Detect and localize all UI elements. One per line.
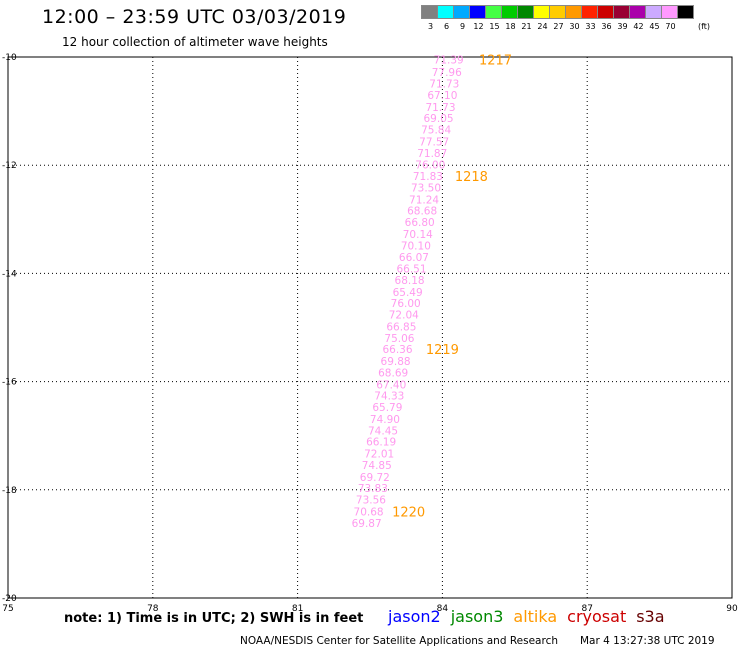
lon-tick-label: 75 xyxy=(2,604,13,614)
wave-height-value: 70.14 xyxy=(403,229,433,241)
wave-height-value: 71.73 xyxy=(425,102,455,114)
satellite-jason3: jason3 xyxy=(450,607,504,626)
credit-text: NOAA/NESDIS Center for Satellite Applica… xyxy=(240,635,558,647)
wave-height-value: 71.87 xyxy=(417,148,447,160)
wave-height-value: 76.00 xyxy=(415,160,445,172)
lat-tick-label: -16 xyxy=(2,378,17,388)
wave-height-value: 68.18 xyxy=(395,275,425,287)
lat-tick-label: -18 xyxy=(2,486,17,496)
wave-height-value: 69.05 xyxy=(424,113,454,125)
wave-height-value: 69.72 xyxy=(360,472,390,484)
lon-tick-label: 81 xyxy=(292,604,303,614)
wave-height-value: 65.79 xyxy=(372,402,402,414)
lat-tick-label: -10 xyxy=(2,53,17,63)
lon-tick-label: 87 xyxy=(581,604,592,614)
wave-height-value: 74.85 xyxy=(362,460,392,472)
wave-height-value: 74.33 xyxy=(374,391,404,403)
legend-label: 12 xyxy=(473,22,484,31)
legend-label: 70 xyxy=(665,22,676,31)
legend-label: 27 xyxy=(553,22,564,31)
wave-height-value: 66.85 xyxy=(386,321,416,333)
satellite-jason2: jason2 xyxy=(388,607,441,626)
wave-height-value: 72.04 xyxy=(389,310,419,322)
wave-height-value: 70.10 xyxy=(401,240,431,252)
legend-label: 42 xyxy=(633,22,644,31)
legend-label: 33 xyxy=(585,22,596,31)
legend-label: 36 xyxy=(601,22,612,31)
page-subtitle: 12 hour collection of altimeter wave hei… xyxy=(62,35,328,49)
lat-tick-label: -20 xyxy=(2,594,17,604)
time-label: 1218 xyxy=(455,170,488,185)
legend-unit: (ft) xyxy=(698,22,711,31)
legend-label: 24 xyxy=(537,22,548,31)
legend-label: 18 xyxy=(505,22,516,31)
wave-height-value: 66.19 xyxy=(366,437,396,449)
time-label: 1220 xyxy=(392,505,425,520)
time-label: 1219 xyxy=(426,343,459,358)
legend-label: 15 xyxy=(489,22,500,31)
wave-height-value: 73.50 xyxy=(411,182,441,194)
legend-label: 6 xyxy=(443,22,450,31)
page-title: 12:00 – 23:59 UTC 03/03/2019 xyxy=(42,6,347,28)
legend-label: 9 xyxy=(459,22,466,31)
wave-height-value: 66.51 xyxy=(396,264,426,276)
satellite-legend: jason2 jason3 altika cryosat s3a xyxy=(388,607,675,626)
wave-height-value: 75.06 xyxy=(384,333,414,345)
wave-height-value: 67.10 xyxy=(427,90,457,102)
satellite-s3a: s3a xyxy=(636,607,665,626)
wave-height-value: 76.00 xyxy=(391,298,421,310)
wave-height-value: 66.80 xyxy=(405,217,435,229)
wave-height-value: 65.49 xyxy=(393,287,423,299)
wave-height-value: 71.83 xyxy=(413,171,443,183)
wave-height-value: 74.45 xyxy=(368,425,398,437)
satellite-cryosat: cryosat xyxy=(567,607,627,626)
wave-height-value: 71.24 xyxy=(409,194,439,206)
wave-height-value: 68.69 xyxy=(378,367,408,379)
legend-swatch xyxy=(677,5,694,19)
lon-tick-label: 78 xyxy=(147,604,159,614)
wave-height-value: 71.39 xyxy=(434,55,464,67)
wave-height-value: 70.68 xyxy=(354,506,384,518)
wave-height-value: 77.96 xyxy=(432,67,462,79)
legend-label: 45 xyxy=(649,22,660,31)
wave-height-value: 69.87 xyxy=(352,518,382,530)
footnote: note: 1) Time is in UTC; 2) SWH is in fe… xyxy=(64,611,364,626)
satellite-altika: altika xyxy=(513,607,558,626)
wave-height-value: 66.07 xyxy=(399,252,429,264)
color-legend xyxy=(421,5,694,19)
wave-height-value: 69.88 xyxy=(381,356,411,368)
wave-height-value: 73.56 xyxy=(356,495,386,507)
wave-height-value: 72.01 xyxy=(364,449,394,461)
legend-label: 3 xyxy=(427,22,434,31)
lon-tick-label: 84 xyxy=(437,604,449,614)
legend-label: 21 xyxy=(521,22,532,31)
legend-label: 30 xyxy=(569,22,580,31)
wave-height-value: 67.40 xyxy=(376,379,406,391)
generated-timestamp: Mar 4 13:27:38 UTC 2019 xyxy=(580,635,715,647)
lon-tick-label: 90 xyxy=(726,604,738,614)
map-frame xyxy=(7,56,733,599)
lat-tick-label: -12 xyxy=(2,161,17,171)
wave-height-value: 75.84 xyxy=(421,124,451,136)
wave-height-value: 71.73 xyxy=(429,79,459,91)
wave-height-value: 77.57 xyxy=(419,136,449,148)
wave-height-value: 66.36 xyxy=(382,344,412,356)
wave-height-value: 68.68 xyxy=(407,206,437,218)
lat-tick-label: -14 xyxy=(2,269,17,279)
legend-label: 39 xyxy=(617,22,628,31)
time-label: 1217 xyxy=(479,54,512,69)
wave-height-value: 74.90 xyxy=(370,414,400,426)
wave-height-value: 73.83 xyxy=(358,483,388,495)
